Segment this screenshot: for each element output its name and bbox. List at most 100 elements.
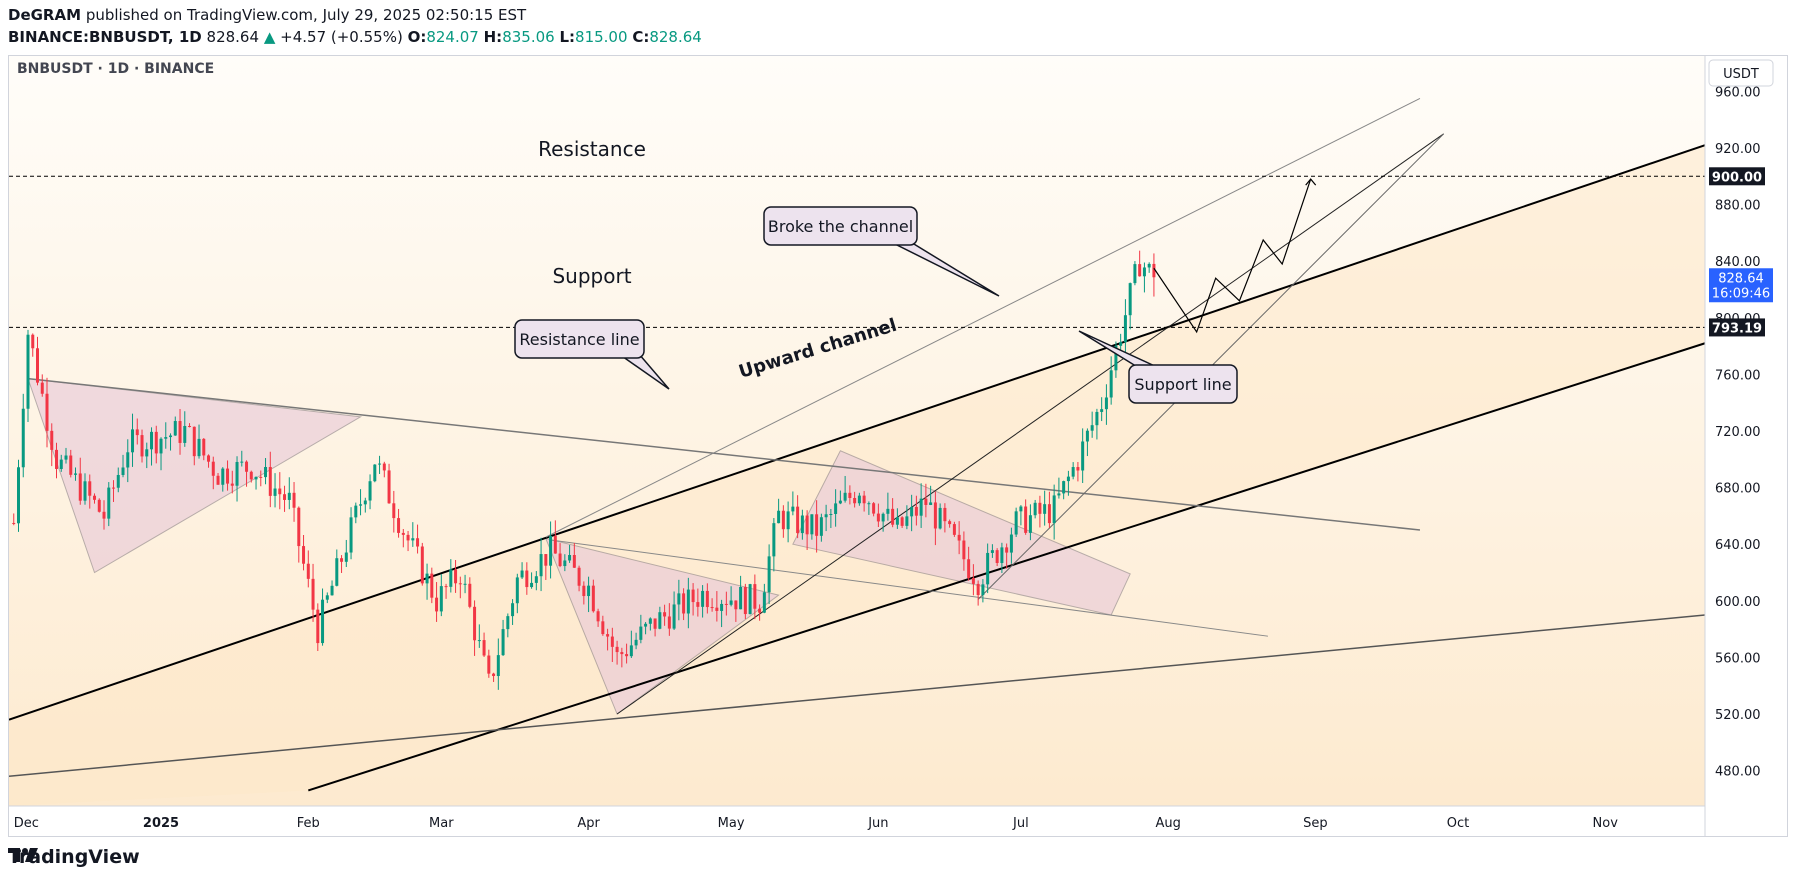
candle-body bbox=[644, 623, 648, 627]
tradingview-footer[interactable]: TradingView bbox=[8, 846, 140, 868]
high-label: H: bbox=[483, 28, 503, 46]
candle-body bbox=[401, 532, 405, 535]
candle-body bbox=[838, 500, 842, 504]
candle-body bbox=[938, 507, 942, 529]
candle-body bbox=[192, 426, 196, 457]
candle-body bbox=[173, 421, 177, 436]
candle-body bbox=[677, 593, 681, 605]
candle-body bbox=[159, 438, 163, 454]
candle-body bbox=[520, 570, 524, 578]
candle-body bbox=[492, 673, 496, 677]
candle-body bbox=[748, 584, 752, 615]
candle-body bbox=[382, 463, 386, 471]
candle-body bbox=[596, 611, 600, 622]
candle-body bbox=[1043, 504, 1047, 514]
candle-body bbox=[853, 497, 857, 504]
candle-body bbox=[672, 604, 676, 629]
chart-panel[interactable]: 480.00 520.00 560.00 600.00 640.00 680.00 720.… bbox=[8, 55, 1788, 837]
y-tick-label: 640.00 bbox=[1715, 538, 1761, 553]
candle-body bbox=[207, 455, 211, 462]
candle-body bbox=[283, 494, 287, 500]
x-tick-label: Nov bbox=[1593, 816, 1619, 831]
candle-body bbox=[349, 517, 353, 553]
symbol-label[interactable]: BINANCE:BNBUSDT, 1D bbox=[8, 28, 202, 46]
y-tick-label: 920.00 bbox=[1715, 142, 1761, 157]
candle-body bbox=[919, 498, 923, 516]
candle-body bbox=[406, 534, 410, 541]
candle-body bbox=[729, 600, 733, 605]
candle-body bbox=[1024, 506, 1028, 533]
candle-body bbox=[929, 502, 933, 505]
candle-body bbox=[112, 487, 116, 489]
candle-body bbox=[354, 505, 358, 518]
candle-body bbox=[914, 506, 918, 516]
candle-body bbox=[1028, 515, 1032, 533]
candle-body bbox=[872, 503, 876, 514]
candle-body bbox=[1009, 534, 1013, 553]
candle-body bbox=[572, 554, 576, 568]
broke-channel-callout-box bbox=[763, 206, 918, 246]
candle-body bbox=[292, 492, 296, 508]
candle-body bbox=[511, 603, 515, 617]
candle-body bbox=[430, 573, 434, 598]
candle-body bbox=[663, 612, 667, 617]
candle-body bbox=[240, 461, 244, 463]
candle-body bbox=[330, 585, 334, 596]
candle-body bbox=[1014, 511, 1018, 535]
candle-body bbox=[876, 513, 880, 522]
candle-body bbox=[420, 546, 424, 584]
candle-body bbox=[183, 426, 187, 443]
y-tick-label: 840.00 bbox=[1715, 255, 1761, 270]
candle-body bbox=[83, 481, 87, 501]
author-name[interactable]: DeGRAM bbox=[8, 6, 82, 24]
price-chart[interactable]: 480.00 520.00 560.00 600.00 640.00 680.00 720.… bbox=[9, 56, 1787, 836]
candle-body bbox=[1114, 345, 1118, 371]
x-tick-label: Dec bbox=[14, 816, 39, 831]
trendline-2 bbox=[9, 614, 1706, 778]
candle-body bbox=[74, 473, 78, 475]
candle-body bbox=[848, 492, 852, 498]
triangle-pattern-2 bbox=[544, 537, 780, 715]
candle-body bbox=[501, 629, 505, 656]
candle-body bbox=[378, 463, 382, 465]
candle-body bbox=[591, 585, 595, 612]
candle-body bbox=[777, 510, 781, 524]
candle-body bbox=[496, 655, 500, 677]
candle-body bbox=[952, 524, 956, 535]
candle-body bbox=[344, 552, 348, 562]
candle-body bbox=[482, 640, 486, 656]
candle-body bbox=[1085, 430, 1089, 442]
candle-body bbox=[1133, 264, 1137, 284]
candle-body bbox=[962, 540, 966, 560]
candle-body bbox=[150, 431, 154, 450]
candle-body bbox=[862, 495, 866, 504]
candle-body bbox=[140, 435, 144, 457]
candle-body bbox=[26, 334, 30, 409]
candle-body bbox=[1128, 283, 1132, 316]
candle-body bbox=[957, 534, 961, 541]
candle-body bbox=[805, 515, 809, 535]
y-tick-label: 600.00 bbox=[1715, 595, 1761, 610]
candle-body bbox=[473, 606, 477, 641]
candle-body bbox=[278, 488, 282, 495]
current-price-badge-countdown: 16:09:46 bbox=[1712, 286, 1770, 301]
candle-body bbox=[995, 550, 999, 564]
level-badge-bg-1 bbox=[1709, 318, 1765, 337]
support-line-callout-box bbox=[1128, 364, 1238, 404]
candle-body bbox=[891, 508, 895, 525]
candle-body bbox=[297, 507, 301, 547]
candle-body bbox=[1057, 493, 1061, 496]
candle-body bbox=[986, 552, 990, 585]
x-tick-label: Sep bbox=[1303, 816, 1328, 831]
candle-body bbox=[525, 570, 529, 588]
candle-body bbox=[1038, 502, 1042, 514]
candle-body bbox=[1081, 441, 1085, 471]
symbol-header: BINANCE:BNBUSDT, 1D 828.64 ▲ +4.57 (+0.5… bbox=[8, 28, 702, 46]
candle-body bbox=[425, 573, 429, 584]
candle-body bbox=[306, 563, 310, 579]
candle-body bbox=[615, 646, 619, 653]
candle-body bbox=[634, 639, 638, 646]
level-badge-bg-0 bbox=[1709, 167, 1765, 186]
candle-body bbox=[321, 599, 325, 644]
candle-body bbox=[64, 455, 68, 460]
